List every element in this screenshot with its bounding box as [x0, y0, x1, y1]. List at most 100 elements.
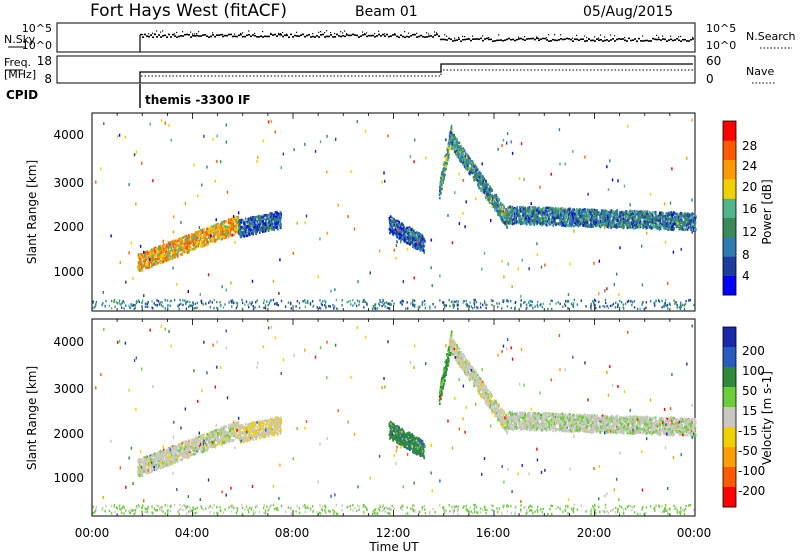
power-cell	[139, 260, 141, 263]
power-cell	[483, 177, 485, 180]
noise-point	[624, 40, 626, 42]
power-cell	[680, 228, 682, 231]
power-cell	[144, 257, 146, 260]
noise-point	[236, 36, 238, 38]
power-cell	[671, 214, 673, 217]
power-cell	[182, 250, 184, 253]
noise-search-point	[198, 31, 199, 32]
power-cell	[213, 235, 215, 238]
power-cell	[613, 225, 615, 228]
noise-point	[492, 40, 494, 42]
power-cell	[615, 211, 617, 214]
noise-search-point	[174, 33, 175, 34]
power-cell	[477, 184, 479, 187]
power-cell	[227, 233, 229, 236]
power-cell	[603, 215, 605, 218]
noise-point	[628, 38, 630, 40]
power-cell	[590, 215, 592, 218]
power-cell	[168, 259, 170, 262]
power-cell	[670, 217, 672, 220]
noise-point	[284, 34, 286, 36]
power-cell	[535, 220, 537, 223]
power-cell	[550, 209, 552, 212]
noise-point	[406, 36, 408, 38]
power-cell	[529, 212, 531, 215]
power-cell	[499, 204, 501, 207]
noise-point	[564, 38, 566, 40]
power-cell	[629, 210, 631, 213]
noise-search-point	[340, 31, 341, 32]
noise-point	[670, 39, 672, 41]
power-cell	[460, 145, 462, 148]
freq-trace	[140, 64, 693, 83]
power-cell	[414, 232, 416, 235]
power-cell	[211, 226, 213, 229]
cpid-text: themis -3300 IF	[145, 93, 251, 107]
noise-search-point	[656, 35, 657, 36]
power-cell	[518, 211, 520, 214]
noise-search-point	[312, 33, 313, 34]
power-cell	[276, 221, 278, 224]
power-cell	[583, 224, 585, 227]
noise-point	[690, 39, 692, 41]
power-cell	[179, 246, 181, 249]
power-cell	[612, 221, 614, 224]
power-cell	[562, 224, 564, 227]
power-cell	[280, 227, 282, 230]
power-cell	[596, 209, 598, 212]
noise-search-point	[468, 38, 469, 39]
power-cell	[402, 229, 404, 232]
power-cell	[600, 212, 602, 215]
power-cell	[464, 159, 466, 162]
power-cell	[589, 209, 591, 212]
power-cell	[250, 226, 252, 229]
noise-point	[488, 39, 490, 41]
noise-search-point	[234, 33, 235, 34]
power-cell	[626, 224, 628, 227]
power-cell	[678, 216, 680, 219]
power-cell	[476, 176, 478, 179]
power-cell	[397, 232, 399, 235]
noise-search-point	[588, 38, 589, 39]
power-cell	[274, 228, 276, 231]
power-cell	[616, 211, 618, 214]
noise-search-point	[614, 35, 615, 36]
noise-point	[252, 34, 254, 36]
power-cell	[152, 259, 154, 262]
noise-search-point	[610, 34, 611, 35]
power-cell	[271, 226, 273, 229]
noise-point	[160, 36, 162, 38]
power-cell	[479, 176, 481, 179]
power-cell	[448, 142, 450, 145]
noise-point	[400, 34, 402, 36]
noise-point	[446, 39, 448, 41]
power-cell	[594, 223, 596, 226]
power-cell	[549, 223, 551, 226]
power-cell	[399, 237, 401, 240]
power-cell	[420, 245, 422, 248]
power-cell	[274, 219, 276, 222]
noise-point	[434, 34, 436, 36]
power-cell	[452, 139, 454, 142]
noise-point	[184, 34, 186, 36]
noise-point	[346, 34, 348, 36]
power-cell	[583, 219, 585, 222]
power-cell	[396, 224, 398, 227]
noise-point	[528, 38, 530, 40]
noise-point	[248, 34, 250, 36]
power-cell	[241, 219, 243, 222]
noise-point	[460, 40, 462, 42]
power-cell	[255, 216, 257, 219]
power-cell	[512, 218, 514, 221]
power-cell	[624, 224, 626, 227]
power-cell	[679, 221, 681, 224]
power-cell	[546, 222, 548, 225]
noise-search-point	[518, 37, 519, 38]
power-cell	[450, 131, 452, 134]
noise-point	[382, 34, 384, 36]
power-cell	[268, 220, 270, 223]
power-cell	[466, 161, 468, 164]
power-cell	[489, 191, 491, 194]
power-cell	[646, 223, 648, 226]
power-cell	[500, 206, 502, 209]
